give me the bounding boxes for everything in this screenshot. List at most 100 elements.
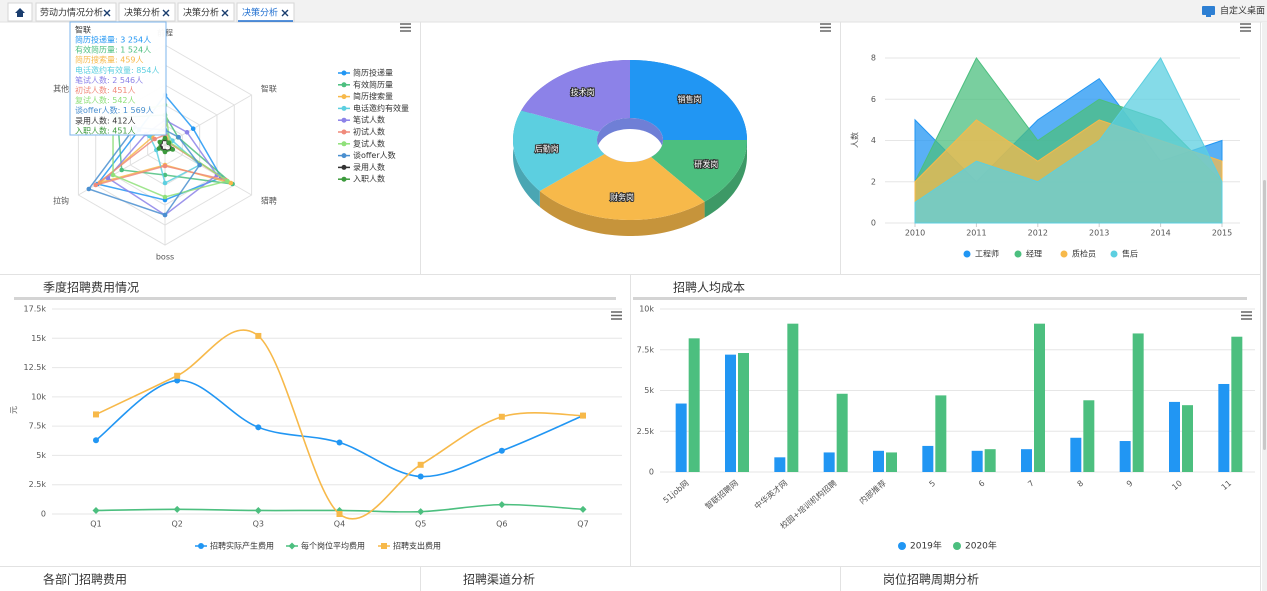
tab-active[interactable]: 决策分析 [236,2,295,23]
point [255,424,262,431]
radar-point [86,186,92,192]
legend-label: 经理 [1026,249,1042,259]
legend-symbol [341,94,347,100]
legend-label: 2019年 [910,540,942,552]
legend-symbol [1110,250,1118,258]
x-tick-label: 2010 [905,229,925,238]
panel-title: 岗位招聘周期分析 [883,572,979,587]
tooltip-row: 有效简历量: 1 524人 [75,45,151,55]
tab[interactable]: 劳动力情况分析 [35,2,117,22]
legend-symbol [341,70,347,76]
legend-symbol [381,543,387,549]
point [580,412,586,419]
tooltip-row: 初试人数: 451人 [75,85,136,95]
point [174,377,181,384]
bar [1231,336,1243,472]
point [417,473,424,480]
custom-desktop-button[interactable]: 自定义桌面 [1202,5,1265,18]
point [93,411,99,418]
x-tick-label: 7 [1026,479,1036,489]
slice [539,154,705,220]
legend-symbol [898,542,906,550]
legend-label: 招聘支出费用 [393,541,441,551]
legend-label: 工程师 [975,249,999,259]
slice-side [513,110,540,207]
x-tick-label: Q3 [253,520,264,529]
y-tick-label: 12.5k [24,363,47,372]
y-tick-label: 2.5k [637,427,655,436]
tab[interactable]: 决策分析 [118,2,176,22]
x-tick-label: 10 [1170,479,1184,492]
radar-point [176,134,181,140]
x-tick-label: Q7 [577,520,588,529]
y-tick-label: 8 [871,54,876,63]
point [255,332,262,339]
bar [836,393,848,472]
title-underline [14,297,616,300]
indicator-label: 智联 [261,84,277,94]
x-tick-label: 2011 [966,229,986,238]
bar [1070,437,1082,472]
home-tab[interactable] [7,2,33,22]
chart-title: 季度招聘费用情况 [43,280,139,295]
bar [738,353,749,472]
legend-symbol [341,129,347,135]
bar [984,449,996,472]
point [92,506,100,514]
x-tick-label: 2015 [1212,229,1232,238]
radar-point [156,146,162,151]
legend-symbol [1014,250,1022,258]
legend-symbol [341,82,347,88]
y-tick-label: 17.5k [24,305,47,314]
x-tick-label: 内部推荐 [857,478,888,506]
line [95,379,584,478]
radar-point [93,182,99,188]
y-tick-label: 5k [36,451,46,460]
bar [971,450,983,472]
tooltip-box [69,21,167,136]
slice-label: 销售岗 [678,94,702,104]
chart-menus[interactable] [400,23,1252,320]
y-tick-label: 0 [41,510,46,519]
x-tick-label: Q5 [415,520,426,529]
radar-point [162,194,168,200]
tab[interactable]: 决策分析 [177,2,235,22]
tooltip-row: 谈offer人数: 1 569人 [75,105,154,115]
point [417,461,424,468]
legend-symbol [341,176,347,182]
point [173,505,181,513]
legend-label: 简历搜索量 [353,91,393,101]
x-tick-label: 2012 [1028,229,1048,238]
indicator-label: 其他 [53,84,69,94]
point [579,505,587,513]
bar [886,452,897,472]
indicator-label: 猎聘 [261,196,277,206]
radar-axis [164,144,252,196]
y-tick-label: 7.5k [637,345,655,354]
radar-point [166,140,172,146]
legend-symbol [953,542,961,550]
bar [1132,333,1144,472]
bar [787,323,799,472]
scrollbar-thumb[interactable] [1263,180,1266,450]
radar-point [162,135,168,141]
y-tick-label: 2 [871,177,876,186]
x-tick-label: 5 [928,479,938,489]
panel-borders [0,22,1261,591]
bar [675,403,687,472]
radar-point [162,163,168,169]
radar-point [197,162,202,168]
legend-symbol [341,141,347,147]
x-tick-label: 6 [977,479,987,489]
chart-title: 招聘人均成本 [673,281,745,295]
tooltip-title: 智联 [75,25,91,35]
y-tick-label: 10k [31,392,46,401]
radar-point [119,167,124,173]
indicator-label: boss [156,253,174,262]
legend-label: 有效简历量 [353,79,393,89]
x-tick-label: 9 [1125,479,1135,489]
x-tick-label: Q6 [496,520,507,529]
slice-label: 财务岗 [610,192,634,202]
bar [873,450,884,472]
